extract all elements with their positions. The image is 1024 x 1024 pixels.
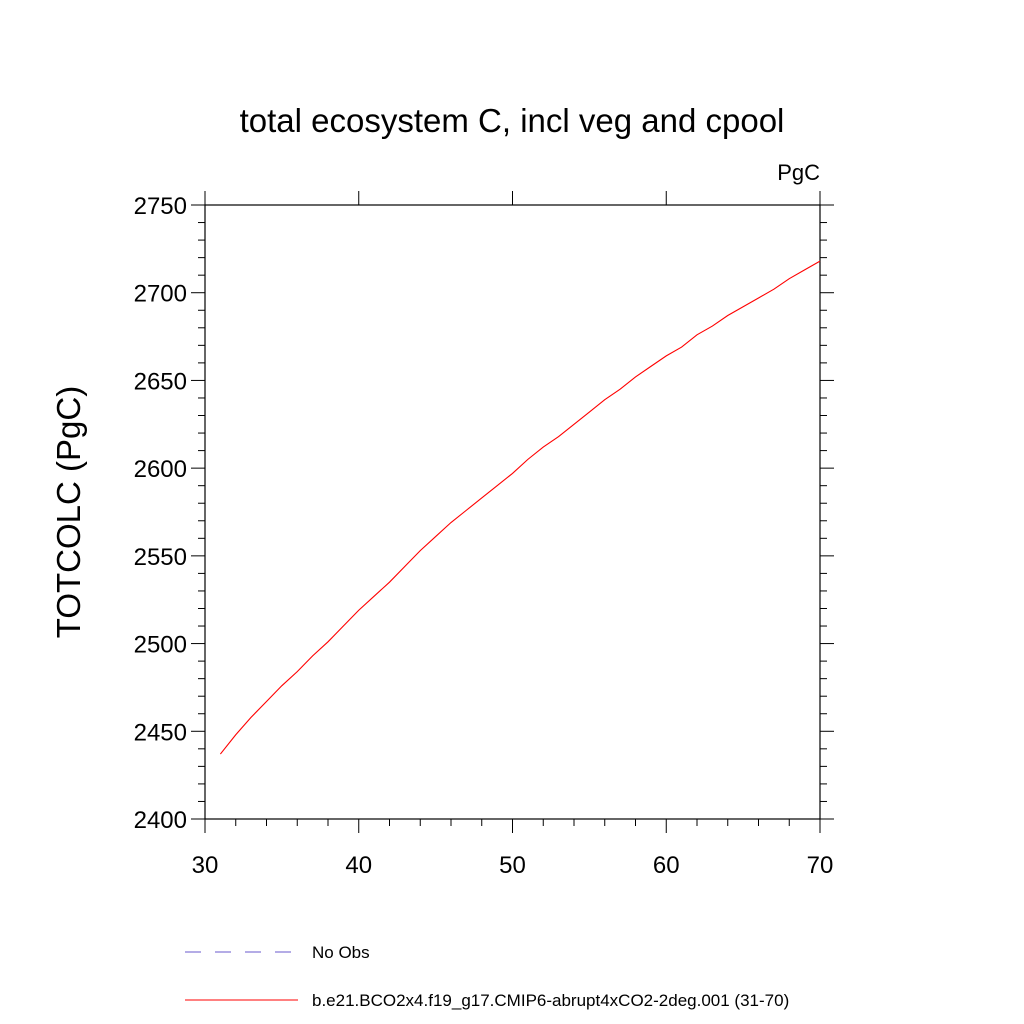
series-lines xyxy=(219,260,821,755)
x-tick-label: 40 xyxy=(345,852,372,879)
x-tick-label: 60 xyxy=(653,852,680,879)
legend-label-1: b.e21.BCO2x4.f19_g17.CMIP6-abrupt4xCO2-2… xyxy=(312,991,789,1010)
chart-title: total ecosystem C, incl veg and cpool xyxy=(240,102,785,139)
series-line-1 xyxy=(219,260,821,755)
legend: No Obs b.e21.BCO2x4.f19_g17.CMIP6-abrupt4… xyxy=(185,943,789,1010)
y-tick-label: 2750 xyxy=(134,193,187,220)
y-tick-label: 2400 xyxy=(134,807,187,834)
y-tick-label: 2700 xyxy=(134,281,187,308)
y-tick-label: 2450 xyxy=(134,719,187,746)
units-label: PgC xyxy=(777,160,820,185)
plot-frame xyxy=(204,204,821,820)
y-tick-label: 2500 xyxy=(134,632,187,659)
y-axis-label: TOTCOLC (PgC) xyxy=(50,386,87,638)
legend-label-0: No Obs xyxy=(312,943,370,962)
y-tick-label: 2650 xyxy=(134,368,187,395)
y-tick-label: 2550 xyxy=(134,544,187,571)
x-tick-label: 70 xyxy=(807,852,834,879)
x-tick-label: 50 xyxy=(499,852,526,879)
x-tick-label: 30 xyxy=(192,852,219,879)
y-tick-label: 2600 xyxy=(134,456,187,483)
axis-ticks: 30 40 50 60 70 2400 2450 2500 2550 2600 2650 2700 27… xyxy=(134,191,834,879)
